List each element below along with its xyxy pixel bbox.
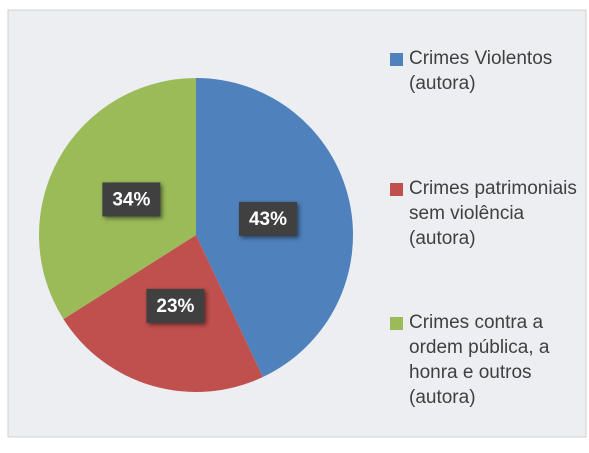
legend-item: Crimes Violentos (autora) bbox=[390, 46, 580, 96]
data-label-box bbox=[239, 201, 298, 236]
legend-item: Crimes contra a ordem pública, a honra e… bbox=[390, 310, 580, 410]
data-label: 43% bbox=[249, 209, 287, 230]
legend-item: Crimes patrimoniais sem violência (autor… bbox=[390, 176, 580, 251]
legend-swatch bbox=[390, 317, 403, 330]
data-label-box bbox=[146, 288, 205, 323]
data-label: 34% bbox=[112, 189, 150, 210]
data-label-box bbox=[102, 182, 161, 217]
legend-swatch bbox=[390, 53, 403, 66]
legend-label: Crimes contra a ordem pública, a honra e… bbox=[409, 312, 550, 408]
legend-swatch bbox=[390, 183, 403, 196]
legend-label: Crimes patrimoniais sem violência (autor… bbox=[409, 178, 577, 249]
data-label: 23% bbox=[156, 296, 194, 317]
legend-label: Crimes Violentos (autora) bbox=[409, 48, 553, 94]
